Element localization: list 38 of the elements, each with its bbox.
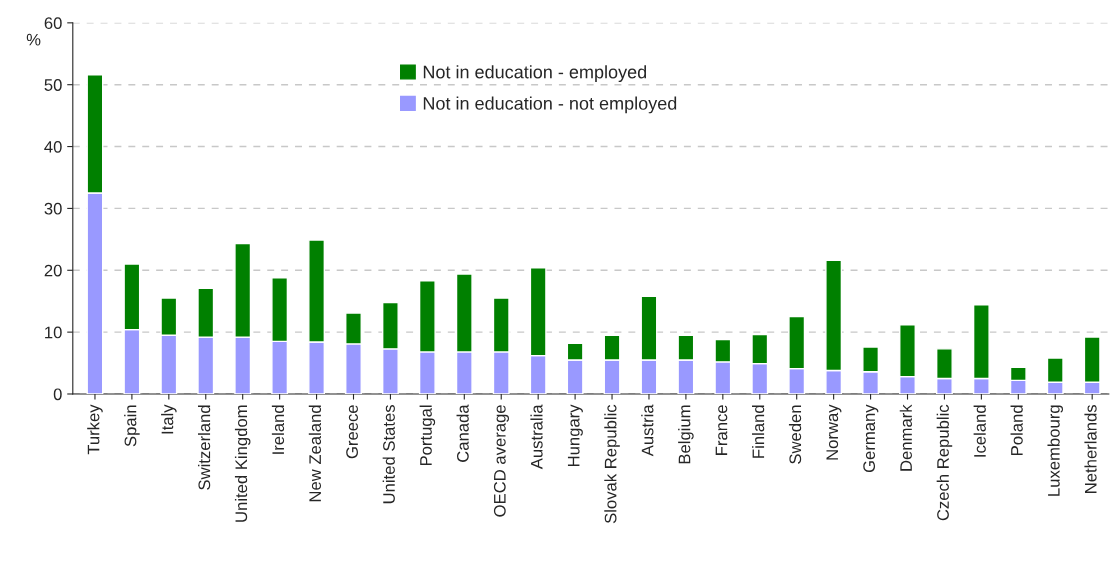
x-tick-label: Greece [346, 405, 358, 459]
y-tick-label: 10 [45, 326, 62, 339]
x-tick-label: Turkey [87, 404, 103, 455]
x-tick-label: Slovak Republic [604, 404, 620, 524]
x-tick-label: Luxembourg [1047, 405, 1064, 496]
x-tick-label: Czech Republic [936, 404, 953, 521]
x-tick-label: United Kingdom [234, 405, 251, 522]
x-tick-label: New Zealand [308, 405, 322, 502]
x-tick-label: Belgium [678, 405, 694, 464]
x-tick-label: Finland [752, 405, 765, 458]
x-tick-label: Denmark [899, 404, 912, 471]
y-tick-label: 60 [44, 17, 62, 30]
y-tick-label: 20 [44, 264, 62, 277]
x-tick-label: Ireland [271, 405, 285, 454]
x-tick-label: Norway [826, 404, 842, 460]
x-tick-label: United States [382, 405, 395, 504]
x-tick-label: Portugal [419, 405, 436, 466]
x-tick-label: Austria [641, 404, 654, 457]
x-tick-label: Australia [530, 404, 543, 470]
x-tick-label: OECD average [493, 405, 509, 517]
legend-label: Not in education - not employed [423, 96, 677, 114]
x-tick-label: Switzerland [197, 405, 211, 490]
x-tick-label: Netherlands [1084, 405, 1097, 493]
x-tick-label: Italy [161, 404, 177, 434]
y-tick-label: 30 [44, 202, 62, 215]
y-tick-label: 50 [44, 79, 62, 91]
legend-label: Not in education - employed [423, 65, 647, 82]
x-tick-label: Iceland [973, 405, 986, 457]
y-axis-title: % [26, 33, 41, 46]
x-tick-label: France [715, 405, 728, 455]
x-tick-label: Spain [124, 405, 140, 447]
x-tick-label: Canada [456, 404, 469, 462]
x-tick-label: Germany [863, 404, 879, 473]
x-tick-label: Hungary [567, 404, 583, 467]
x-tick-label: Sweden [788, 405, 802, 464]
y-tick-label: 0 [53, 388, 62, 401]
y-tick-label: 40 [44, 140, 62, 153]
x-tick-label: Poland [1010, 405, 1023, 455]
